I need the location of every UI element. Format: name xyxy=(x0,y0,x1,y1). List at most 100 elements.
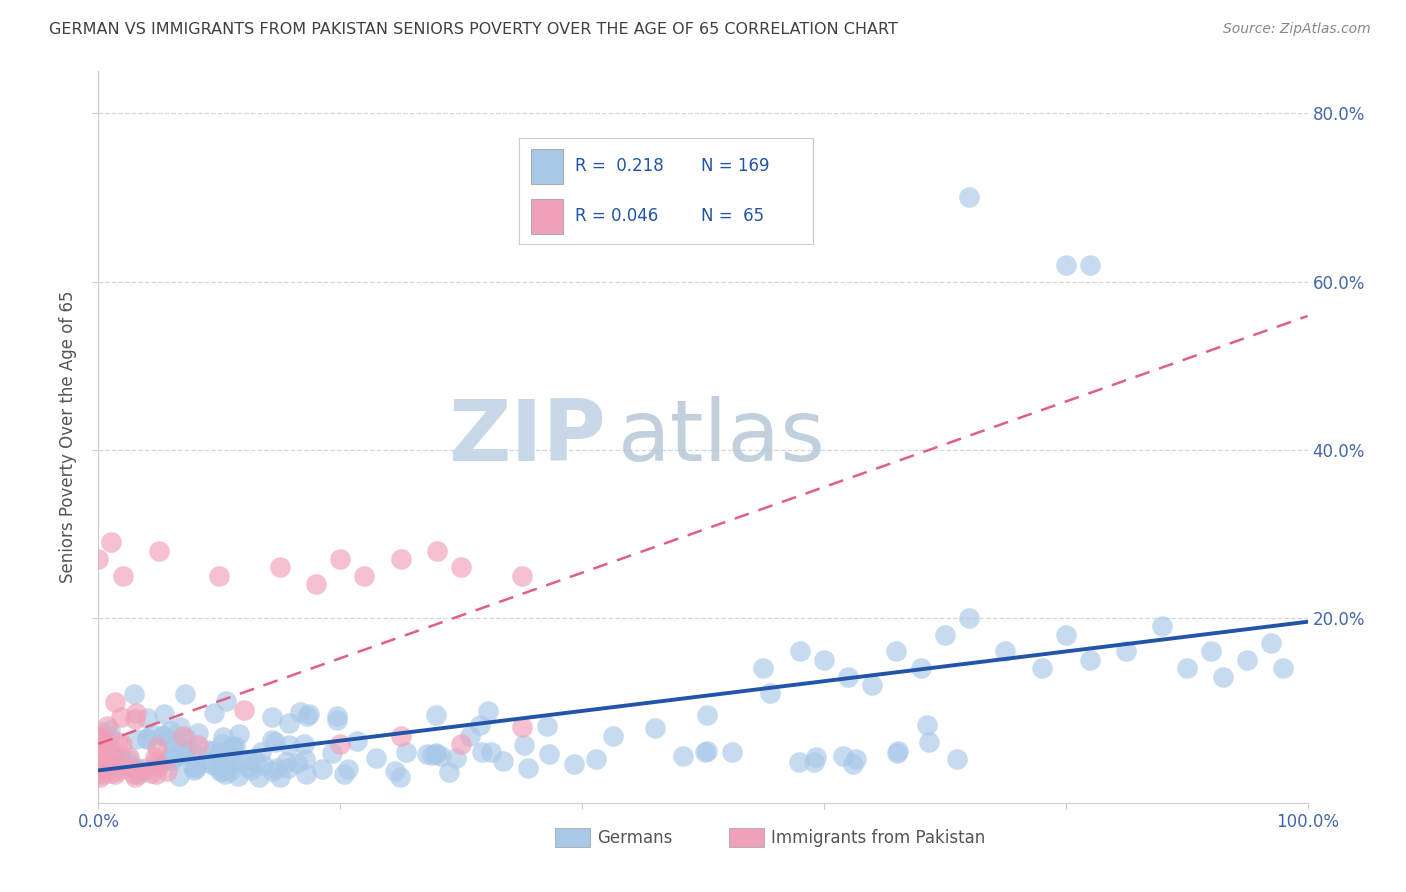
Point xyxy=(346,734,368,748)
Point xyxy=(1175,661,1198,675)
Point xyxy=(224,739,246,753)
Point xyxy=(1272,661,1295,675)
Point xyxy=(202,706,225,720)
Point xyxy=(510,569,533,583)
Point xyxy=(585,752,607,766)
Point xyxy=(163,747,186,762)
Point xyxy=(89,756,111,771)
Point xyxy=(492,754,515,768)
Point xyxy=(208,569,231,583)
Point xyxy=(384,764,406,778)
Text: R = 0.046: R = 0.046 xyxy=(575,207,658,225)
Point xyxy=(1078,653,1101,667)
Point xyxy=(298,706,321,721)
Point xyxy=(195,756,218,770)
Point xyxy=(159,723,181,738)
Point xyxy=(389,770,412,784)
Point xyxy=(96,719,118,733)
Point xyxy=(831,749,853,764)
Point xyxy=(87,731,110,745)
Point xyxy=(602,729,624,743)
Point xyxy=(512,739,534,753)
Point xyxy=(89,764,111,779)
Point xyxy=(837,670,859,684)
Point xyxy=(211,737,233,751)
Point xyxy=(842,756,865,771)
Point xyxy=(430,748,453,763)
Point xyxy=(479,746,502,760)
Point xyxy=(231,753,253,767)
Point xyxy=(173,746,195,760)
Point xyxy=(420,747,443,762)
Point xyxy=(1152,619,1174,633)
Point xyxy=(277,739,299,753)
Point xyxy=(250,745,273,759)
Point xyxy=(211,764,233,779)
Point xyxy=(134,761,156,775)
Point xyxy=(148,543,170,558)
Point xyxy=(156,750,179,764)
Point xyxy=(176,739,198,754)
Point xyxy=(146,739,169,754)
Point xyxy=(918,735,941,749)
Point xyxy=(112,761,135,775)
Point xyxy=(1212,670,1234,684)
Point xyxy=(170,746,193,760)
Point xyxy=(221,756,243,771)
Point xyxy=(111,569,134,583)
Point xyxy=(125,732,148,747)
Point xyxy=(1115,644,1137,658)
Point xyxy=(205,758,228,772)
Point xyxy=(208,755,231,769)
Point xyxy=(290,706,312,720)
Point xyxy=(87,764,110,779)
Point xyxy=(89,741,111,756)
Point xyxy=(416,747,439,761)
Point xyxy=(104,694,127,708)
Text: R =  0.218: R = 0.218 xyxy=(575,157,664,175)
Point xyxy=(208,764,231,779)
Point xyxy=(146,759,169,773)
Point xyxy=(87,552,110,566)
Point xyxy=(813,653,835,667)
Point xyxy=(221,740,243,755)
Point xyxy=(141,727,163,741)
Point xyxy=(186,759,208,773)
Point xyxy=(181,760,204,774)
Point xyxy=(437,765,460,780)
Point xyxy=(789,644,811,658)
Point xyxy=(214,767,236,781)
Point xyxy=(752,661,775,675)
Point xyxy=(696,744,718,758)
Point xyxy=(294,737,316,751)
Point xyxy=(787,755,810,769)
Point xyxy=(187,738,209,752)
Point xyxy=(277,761,299,775)
Point xyxy=(125,761,148,775)
Point xyxy=(326,713,349,727)
Point xyxy=(269,560,291,574)
Point xyxy=(228,727,250,741)
Point xyxy=(510,720,533,734)
Point xyxy=(294,752,316,766)
Point xyxy=(262,764,284,778)
Point xyxy=(276,756,298,770)
Point xyxy=(238,761,260,775)
Point xyxy=(1031,661,1053,675)
Point xyxy=(169,769,191,783)
Point xyxy=(172,729,194,743)
Point xyxy=(337,762,360,776)
Point xyxy=(806,749,828,764)
Text: GERMAN VS IMMIGRANTS FROM PAKISTAN SENIORS POVERTY OVER THE AGE OF 65 CORRELATIO: GERMAN VS IMMIGRANTS FROM PAKISTAN SENIO… xyxy=(49,22,898,37)
Point xyxy=(1054,627,1077,641)
Bar xyxy=(530,149,564,184)
Point xyxy=(215,755,238,769)
Point xyxy=(458,729,481,743)
Point xyxy=(169,720,191,734)
Point xyxy=(759,685,782,699)
Text: Immigrants from Pakistan: Immigrants from Pakistan xyxy=(772,829,986,847)
Point xyxy=(174,731,197,745)
Point xyxy=(1078,258,1101,272)
Point xyxy=(195,742,218,756)
Point xyxy=(321,746,343,760)
